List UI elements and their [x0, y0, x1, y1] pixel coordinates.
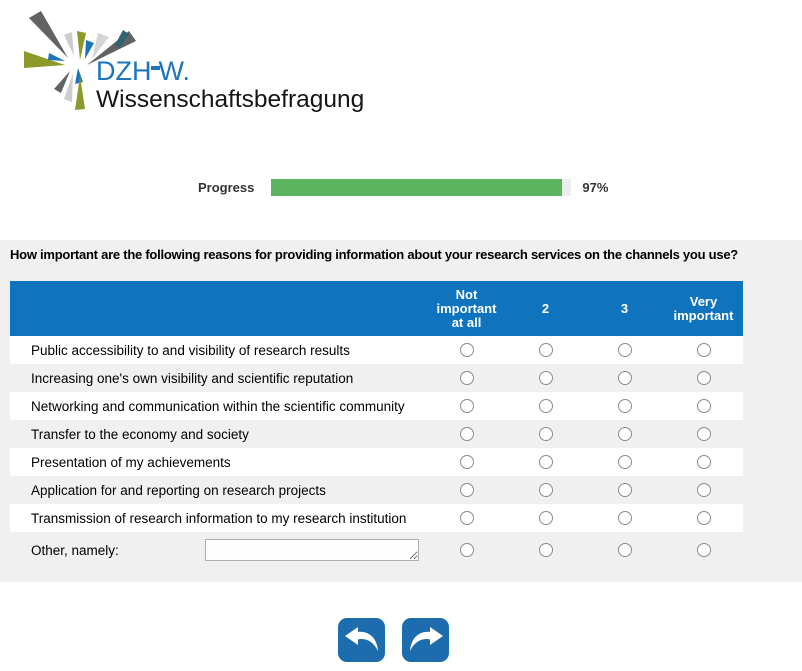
table-row: Networking and communication within the … [10, 392, 743, 420]
logo-brand-prefix: DZH [96, 56, 152, 86]
forward-button[interactable] [402, 618, 449, 662]
other-label: Other, namely: [31, 542, 119, 558]
table-row-other: Other, namely: [10, 532, 743, 568]
radio-option-3[interactable] [617, 343, 632, 357]
logo-text: DZH W. Wissenschaftsbefragung [96, 57, 365, 114]
progress-bar [271, 179, 572, 196]
forward-arrow-icon [409, 627, 443, 651]
radio-option-4[interactable] [696, 483, 711, 497]
table-row: Presentation of my achievements [10, 448, 743, 476]
row-label: Public accessibility to and visibility o… [31, 342, 350, 358]
back-button[interactable] [338, 618, 385, 662]
radio-option-2[interactable] [538, 543, 553, 557]
radio-option-4[interactable] [696, 399, 711, 413]
table-header: Not important at all 2 3 Very important [10, 281, 743, 336]
logo-hyphen [150, 66, 160, 70]
back-arrow-icon [344, 627, 378, 651]
table-row: Transmission of research information to … [10, 504, 743, 532]
radio-option-3[interactable] [617, 371, 632, 385]
progress-fill [271, 179, 563, 196]
navigation [338, 618, 449, 662]
radio-option-2[interactable] [538, 399, 553, 413]
radio-option-1[interactable] [459, 427, 474, 441]
radio-option-3[interactable] [617, 455, 632, 469]
row-label: Increasing one's own visibility and scie… [31, 370, 354, 386]
table-row: Transfer to the economy and society [10, 420, 743, 448]
question-section: How important are the following reasons … [0, 240, 802, 582]
table-row: Application for and reporting on researc… [10, 476, 743, 504]
column-header-2: 2 [541, 300, 550, 316]
radio-option-4[interactable] [696, 371, 711, 385]
table-row: Increasing one's own visibility and scie… [10, 364, 743, 392]
radio-option-4[interactable] [696, 511, 711, 525]
radio-option-3[interactable] [617, 483, 632, 497]
radio-option-4[interactable] [696, 543, 711, 557]
row-label: Networking and communication within the … [31, 398, 405, 414]
radio-option-1[interactable] [459, 455, 474, 469]
question-table: Not important at all 2 3 Very important … [10, 281, 743, 568]
column-header-not-important: Not important at all [436, 286, 497, 330]
logo-brand-suffix: W. [158, 56, 191, 86]
radio-option-2[interactable] [538, 455, 553, 469]
radio-option-1[interactable] [459, 371, 474, 385]
table-row: Public accessibility to and visibility o… [10, 336, 743, 364]
radio-option-2[interactable] [538, 371, 553, 385]
table-body: Public accessibility to and visibility o… [10, 336, 743, 532]
row-label: Presentation of my achievements [31, 454, 231, 470]
other-input[interactable] [205, 539, 419, 561]
radio-option-3[interactable] [617, 399, 632, 413]
radio-option-1[interactable] [459, 483, 474, 497]
radio-option-4[interactable] [696, 455, 711, 469]
radio-option-2[interactable] [538, 427, 553, 441]
column-header-3: 3 [620, 300, 629, 316]
header-spacer [10, 281, 427, 336]
radio-option-1[interactable] [459, 399, 474, 413]
progress-label: Progress [198, 180, 255, 195]
radio-option-3[interactable] [617, 543, 632, 557]
logo-brand: DZH W. [96, 57, 364, 86]
question-title: How important are the following reasons … [10, 247, 738, 262]
progress-percent: 97% [582, 180, 609, 195]
row-label: Transmission of research information to … [31, 510, 407, 526]
radio-option-4[interactable] [696, 343, 711, 357]
column-header-very-important: Very important [673, 293, 734, 323]
row-label: Transfer to the economy and society [31, 426, 249, 442]
other-row-label-cell: Other, namely: [10, 539, 427, 561]
radio-option-3[interactable] [617, 427, 632, 441]
radio-option-2[interactable] [538, 483, 553, 497]
radio-option-4[interactable] [696, 427, 711, 441]
radio-option-2[interactable] [538, 343, 553, 357]
row-label: Application for and reporting on researc… [31, 482, 326, 498]
radio-option-1[interactable] [459, 511, 474, 525]
radio-option-1[interactable] [459, 343, 474, 357]
logo-subtitle: Wissenschaftsbefragung [96, 86, 365, 113]
radio-option-1[interactable] [459, 543, 474, 557]
progress: Progress 97% [198, 179, 608, 196]
radio-option-3[interactable] [617, 511, 632, 525]
logo-starburst-icon [24, 11, 136, 110]
radio-option-2[interactable] [538, 511, 553, 525]
